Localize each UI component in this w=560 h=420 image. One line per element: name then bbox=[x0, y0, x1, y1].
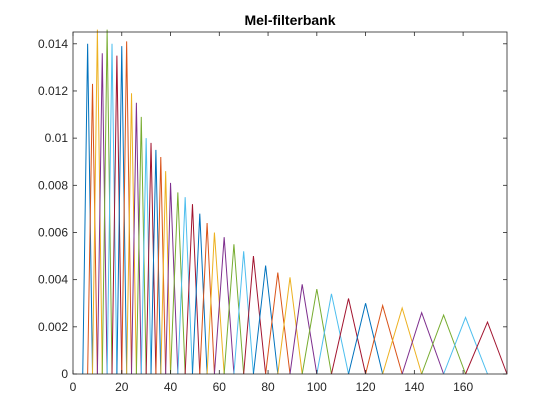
filter-series-line bbox=[135, 116, 147, 375]
filter-series-line bbox=[101, 29, 113, 375]
filter-series bbox=[82, 29, 508, 375]
filter-series-line bbox=[150, 149, 162, 375]
filter-series-line bbox=[277, 277, 303, 375]
filter-series-line bbox=[443, 316, 488, 375]
filter-series-line bbox=[213, 237, 235, 375]
filter-series-line bbox=[223, 244, 245, 375]
filter-series-line bbox=[87, 83, 98, 375]
filter-series-line bbox=[243, 256, 267, 375]
filter-series-line bbox=[140, 138, 152, 375]
filter-series-line bbox=[382, 306, 423, 375]
y-tick-label: 0.004 bbox=[38, 273, 68, 287]
axes-box bbox=[72, 31, 508, 375]
filter-series-line bbox=[92, 29, 103, 375]
x-tick-label: 80 bbox=[261, 380, 275, 394]
filter-series-line bbox=[199, 223, 215, 375]
y-tick-label: 0.01 bbox=[45, 131, 69, 145]
filter-series-line bbox=[465, 320, 508, 375]
axes: 0 20 40 60 80 100 120 140 160 0 0.002 0.004 0.006 0.0… bbox=[38, 31, 508, 394]
filter-series-line bbox=[421, 313, 467, 375]
x-tick-label: 120 bbox=[356, 380, 376, 394]
filter-series-line bbox=[82, 43, 94, 375]
x-tick-label: 0 bbox=[70, 380, 77, 394]
filter-series-line bbox=[330, 298, 367, 375]
y-tick-label: 0 bbox=[61, 367, 68, 381]
filter-series-line bbox=[191, 213, 208, 375]
filter-series-line bbox=[165, 182, 179, 375]
y-tick-label: 0.002 bbox=[38, 320, 68, 334]
filter-series-line bbox=[106, 43, 118, 375]
filter-series-line bbox=[145, 142, 157, 375]
x-tick-label: 60 bbox=[213, 380, 227, 394]
filter-series-line bbox=[116, 46, 128, 375]
y-tick-label: 0.014 bbox=[38, 37, 68, 51]
filter-series-line bbox=[184, 204, 201, 375]
y-tick-label: 0.006 bbox=[38, 225, 68, 239]
filter-series-line bbox=[160, 171, 172, 375]
chart-title: Mel-filterbank bbox=[244, 12, 335, 28]
filter-series-line bbox=[131, 102, 142, 375]
filter-series-line bbox=[348, 303, 384, 375]
filter-series-line bbox=[301, 289, 332, 375]
filter-series-line bbox=[177, 197, 193, 375]
filter-series-line bbox=[233, 251, 254, 375]
x-tick-label: 40 bbox=[164, 380, 178, 394]
filter-series-line bbox=[401, 311, 445, 375]
x-tick-label: 100 bbox=[307, 380, 327, 394]
x-tick-label: 20 bbox=[115, 380, 129, 394]
y-tick-label: 0.012 bbox=[38, 84, 68, 98]
filter-series-line bbox=[265, 272, 291, 375]
filter-series-line bbox=[155, 156, 167, 375]
x-tick-label: 140 bbox=[404, 380, 424, 394]
y-tick-label: 0.008 bbox=[38, 178, 68, 192]
filter-series-line bbox=[206, 232, 225, 375]
filter-series-line bbox=[111, 55, 123, 375]
filter-series-line bbox=[96, 53, 108, 375]
filter-series-line bbox=[252, 265, 279, 375]
filter-series-line bbox=[289, 284, 318, 375]
filter-series-line bbox=[121, 41, 133, 375]
x-tick-label: 160 bbox=[453, 380, 473, 394]
filter-series-line bbox=[170, 192, 186, 375]
filter-series-line bbox=[365, 303, 403, 375]
filter-series-line bbox=[126, 93, 137, 375]
filter-series-line bbox=[316, 293, 350, 375]
